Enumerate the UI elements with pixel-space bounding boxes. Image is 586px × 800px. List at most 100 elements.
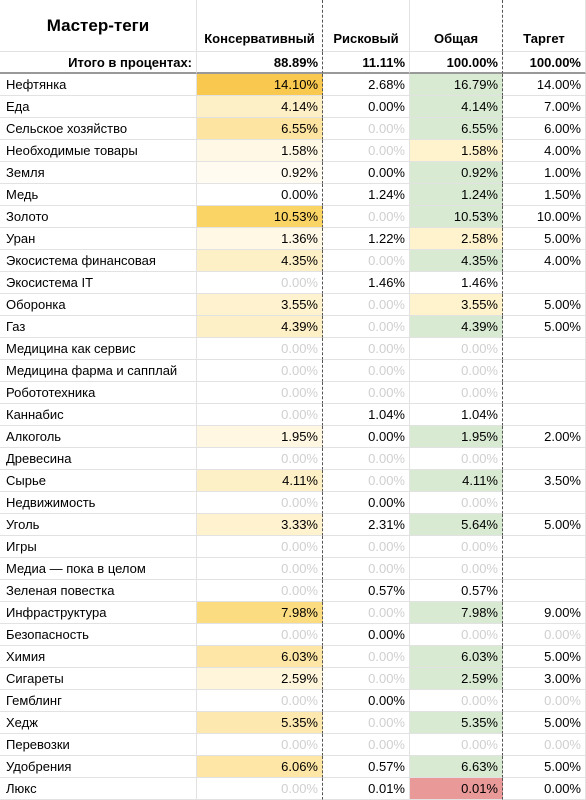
row-label: Зеленая повестка [0,580,197,602]
percent-cell: 3.33% [197,514,323,536]
percent-cell: 7.98% [197,602,323,624]
column-header: Рисковый [323,0,410,52]
percent-cell: 0.01% [410,778,503,800]
percent-cell: 4.35% [197,250,323,272]
percent-cell: 0.00% [410,558,503,580]
percent-cell: 10.00% [503,206,586,228]
percent-cell: 10.53% [410,206,503,228]
percent-cell: 4.00% [503,250,586,272]
row-label: Гемблинг [0,690,197,712]
percent-cell [503,536,586,558]
percent-cell: 16.79% [410,74,503,96]
percent-cell: 0.00% [197,536,323,558]
sheet-title: Мастер-теги [0,0,197,52]
percent-cell: 7.00% [503,96,586,118]
percent-cell: 0.00% [197,382,323,404]
percent-cell: 0.00% [503,624,586,646]
percent-cell: 0.00% [323,316,410,338]
percent-cell: 0.00% [503,778,586,800]
percent-cell [503,272,586,294]
percent-cell: 0.00% [503,734,586,756]
percent-cell: 0.00% [197,272,323,294]
percent-cell: 0.00% [197,558,323,580]
percent-cell: 0.00% [410,360,503,382]
percent-cell: 0.00% [323,646,410,668]
percent-cell: 0.00% [410,492,503,514]
percent-cell: 1.04% [410,404,503,426]
percent-cell: 1.46% [410,272,503,294]
percent-cell: 5.00% [503,294,586,316]
percent-cell: 0.00% [323,448,410,470]
percent-cell: 0.00% [197,778,323,800]
percent-cell: 10.53% [197,206,323,228]
row-label: Нефтянка [0,74,197,96]
percent-cell: 1.95% [197,426,323,448]
row-label: Недвижимость [0,492,197,514]
percent-cell: 0.00% [323,734,410,756]
percent-cell: 0.00% [410,734,503,756]
percent-cell: 6.55% [410,118,503,140]
percent-cell: 0.00% [197,734,323,756]
percent-cell: 0.00% [197,492,323,514]
percent-cell: 0.01% [323,778,410,800]
percent-cell: 0.00% [323,470,410,492]
row-label: Химия [0,646,197,668]
row-label: Хедж [0,712,197,734]
percent-cell: 0.00% [503,690,586,712]
percent-cell: 0.00% [410,448,503,470]
percent-cell: 0.00% [323,602,410,624]
row-label: Газ [0,316,197,338]
percent-cell: 1.58% [197,140,323,162]
percent-cell: 5.00% [503,228,586,250]
percent-cell: 3.00% [503,668,586,690]
percent-cell: 0.00% [323,360,410,382]
percent-cell: 5.64% [410,514,503,536]
percent-cell: 6.63% [410,756,503,778]
totals-value: 100.00% [503,52,586,74]
percent-cell: 0.00% [323,338,410,360]
percent-cell: 0.00% [323,294,410,316]
percent-cell: 0.00% [323,536,410,558]
percent-cell: 0.00% [197,338,323,360]
percent-cell: 0.57% [410,580,503,602]
percent-cell: 5.35% [410,712,503,734]
percent-cell: 1.00% [503,162,586,184]
percent-cell: 6.00% [503,118,586,140]
totals-value: 11.11% [323,52,410,74]
row-label: Инфраструктура [0,602,197,624]
percent-cell: 1.22% [323,228,410,250]
percent-cell: 0.92% [410,162,503,184]
percent-cell: 0.00% [323,96,410,118]
percent-cell [503,558,586,580]
row-label: Люкс [0,778,197,800]
percent-cell: 2.00% [503,426,586,448]
row-label: Земля [0,162,197,184]
percent-cell: 2.59% [197,668,323,690]
percent-cell: 0.00% [323,140,410,162]
percent-cell: 14.00% [503,74,586,96]
percent-cell: 2.59% [410,668,503,690]
percent-cell: 5.00% [503,646,586,668]
percent-cell: 6.55% [197,118,323,140]
percent-cell: 0.00% [323,668,410,690]
row-label: Еда [0,96,197,118]
percent-cell: 4.39% [197,316,323,338]
percent-cell: 0.00% [323,624,410,646]
percent-cell: 0.57% [323,756,410,778]
percent-cell: 5.00% [503,316,586,338]
percent-cell: 0.00% [323,382,410,404]
percent-cell: 0.00% [410,338,503,360]
percent-cell: 5.35% [197,712,323,734]
percent-cell: 4.00% [503,140,586,162]
percent-cell: 1.36% [197,228,323,250]
percent-cell: 0.00% [197,184,323,206]
percent-cell: 0.00% [410,624,503,646]
percent-cell: 0.57% [323,580,410,602]
percent-cell: 5.00% [503,712,586,734]
percent-cell: 0.00% [197,448,323,470]
row-label: Перевозки [0,734,197,756]
percent-cell: 1.95% [410,426,503,448]
percent-cell: 0.92% [197,162,323,184]
row-label: Алкоголь [0,426,197,448]
percent-cell: 6.03% [197,646,323,668]
